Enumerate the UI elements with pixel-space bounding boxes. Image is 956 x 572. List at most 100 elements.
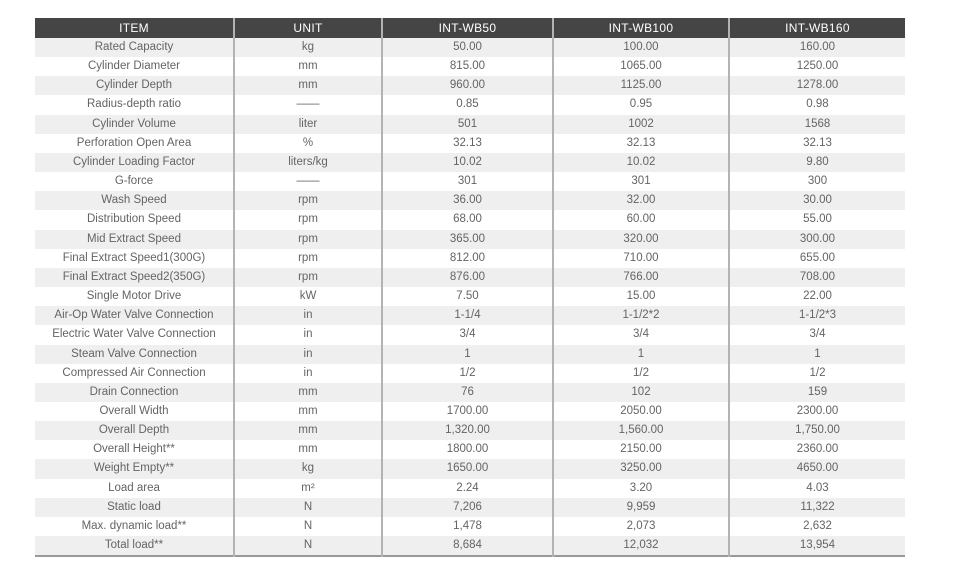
unit-cell: mm — [233, 57, 382, 77]
unit-cell: in — [233, 325, 382, 345]
wb50-value-cell: 301 — [381, 172, 553, 192]
item-cell: Cylinder Depth — [95, 79, 173, 92]
wb50-value-cell: 1/2 — [381, 363, 553, 383]
wb50-value-cell: 8,684 — [381, 536, 553, 557]
table-row: Compressed Air Connection in 1/2 1/2 1/2 — [35, 363, 905, 383]
wb160-value-cell: 655.00 — [728, 248, 905, 268]
wb50-value-cell: 1,320.00 — [381, 421, 553, 441]
wb160-value-cell: 2360.00 — [728, 440, 905, 460]
header-row: ITEM UNIT INT-WB50 INT-WB100 INT-WB160 — [35, 18, 905, 38]
table-row: Cylinder Depth mm 960.00 1125.00 1278.00 — [35, 76, 905, 96]
unit-cell: —— — [233, 172, 382, 192]
wb50-value-cell: 68.00 — [381, 210, 553, 230]
wb50-value-cell: 3/4 — [381, 325, 553, 345]
unit-cell: % — [233, 133, 382, 153]
wb160-value-cell: 4650.00 — [728, 459, 905, 479]
unit-cell: rpm — [233, 248, 382, 268]
unit-cell: kg — [233, 459, 382, 479]
unit-cell: rpm — [233, 229, 382, 249]
wb50-value-cell: 7.50 — [381, 287, 553, 307]
wb100-value-cell: 15.00 — [552, 287, 729, 307]
wb50-value-cell: 1800.00 — [381, 440, 553, 460]
column-header-int-wb50: INT-WB50 — [381, 18, 553, 38]
wb100-value-cell: 3250.00 — [552, 459, 729, 479]
column-header-item: ITEM — [35, 18, 234, 38]
table-row: Weight Empty** kg 1650.00 3250.00 4650.00 — [35, 459, 905, 479]
wb50-value-cell: 876.00 — [381, 267, 553, 288]
table-row: Distribution Speed rpm 68.00 60.00 55.00 — [35, 210, 905, 230]
item-cell: Load area — [108, 481, 160, 494]
wb100-value-cell: 1,560.00 — [552, 421, 729, 441]
wb100-value-cell: 60.00 — [552, 210, 729, 230]
table-row: Radius-depth ratio —— 0.85 0.95 0.98 — [35, 95, 905, 115]
unit-cell: liters/kg — [233, 152, 382, 173]
wb100-value-cell: 2,073 — [552, 516, 729, 537]
item-cell: Overall Depth — [98, 424, 170, 437]
item-cell: Cylinder Volume — [92, 117, 176, 130]
wb160-value-cell: 22.00 — [728, 287, 905, 307]
item-cell: Final Extract Speed1(300G) — [62, 251, 206, 264]
wb50-value-cell: 365.00 — [381, 229, 553, 249]
item-cell: Rated Capacity — [94, 41, 174, 53]
unit-cell: kg — [233, 38, 382, 58]
item-cell: Steam Valve Connection — [71, 347, 197, 360]
table-row: G-force —— 301 301 300 — [35, 172, 905, 192]
unit-cell: mm — [233, 382, 382, 402]
wb50-value-cell: 1700.00 — [381, 401, 553, 422]
wb160-value-cell: 1 — [728, 344, 905, 364]
wb160-value-cell: 13,954 — [728, 536, 905, 557]
wb50-value-cell: 50.00 — [381, 38, 553, 58]
wb100-value-cell: 766.00 — [552, 267, 729, 288]
item-cell: Total load** — [104, 539, 164, 552]
wb50-value-cell: 1 — [381, 344, 553, 364]
column-header-int-wb160: INT-WB160 — [728, 18, 905, 38]
wb50-value-cell: 812.00 — [381, 248, 553, 268]
wb160-value-cell: 1250.00 — [728, 57, 905, 77]
table-row: Cylinder Diameter mm 815.00 1065.00 1250.00 — [35, 57, 905, 77]
unit-cell: N — [233, 497, 382, 517]
wb50-value-cell: 960.00 — [381, 76, 553, 96]
item-cell: Distribution Speed — [87, 213, 181, 226]
item-cell: Air-Op Water Valve Connection — [54, 309, 214, 322]
item-cell: Electric Water Valve Connection — [52, 328, 216, 341]
wb160-value-cell: 300 — [728, 172, 905, 192]
wb100-value-cell: 320.00 — [552, 229, 729, 249]
item-cell: Radius-depth ratio — [87, 98, 181, 111]
wb100-value-cell: 1 — [552, 344, 729, 364]
wb100-value-cell: 12,032 — [552, 536, 729, 557]
item-cell: Compressed Air Connection — [62, 366, 206, 379]
unit-cell: rpm — [233, 191, 382, 211]
wb160-value-cell: 1568 — [728, 114, 905, 134]
wb160-value-cell: 1,750.00 — [728, 421, 905, 441]
unit-cell: mm — [233, 401, 382, 422]
unit-cell: mm — [233, 440, 382, 460]
wb50-value-cell: 36.00 — [381, 191, 553, 211]
item-cell: Cylinder Diameter — [87, 60, 181, 73]
wb50-value-cell: 76 — [381, 382, 553, 402]
item-cell: Overall Height** — [93, 443, 175, 456]
wb160-value-cell: 708.00 — [728, 267, 905, 288]
wb100-value-cell: 1/2 — [552, 363, 729, 383]
wb160-value-cell: 1278.00 — [728, 76, 905, 96]
wb50-value-cell: 2.24 — [381, 478, 553, 498]
unit-cell: rpm — [233, 210, 382, 230]
table-row: Final Extract Speed1(300G) rpm 812.00 710.0… — [35, 248, 905, 268]
unit-cell: N — [233, 516, 382, 537]
item-cell: Overall Width — [99, 404, 169, 417]
item-cell: Cylinder Loading Factor — [72, 155, 196, 168]
wb160-value-cell: 160.00 — [728, 38, 905, 58]
unit-cell: in — [233, 306, 382, 326]
table-row: Static load N 7,206 9,959 11,322 — [35, 497, 905, 517]
wb100-value-cell: 3/4 — [552, 325, 729, 345]
unit-cell: in — [233, 344, 382, 364]
wb50-value-cell: 7,206 — [381, 497, 553, 517]
table-row: Mid Extract Speed rpm 365.00 320.00 300.00 — [35, 229, 905, 249]
unit-cell: liter — [233, 114, 382, 134]
wb160-value-cell: 9.80 — [728, 152, 905, 173]
wb160-value-cell: 2,632 — [728, 516, 905, 537]
wb100-value-cell: 0.95 — [552, 95, 729, 115]
item-cell: Drain Connection — [89, 385, 179, 398]
item-cell: Wash Speed — [101, 194, 167, 207]
item-cell: Final Extract Speed2(350G) — [62, 270, 206, 283]
